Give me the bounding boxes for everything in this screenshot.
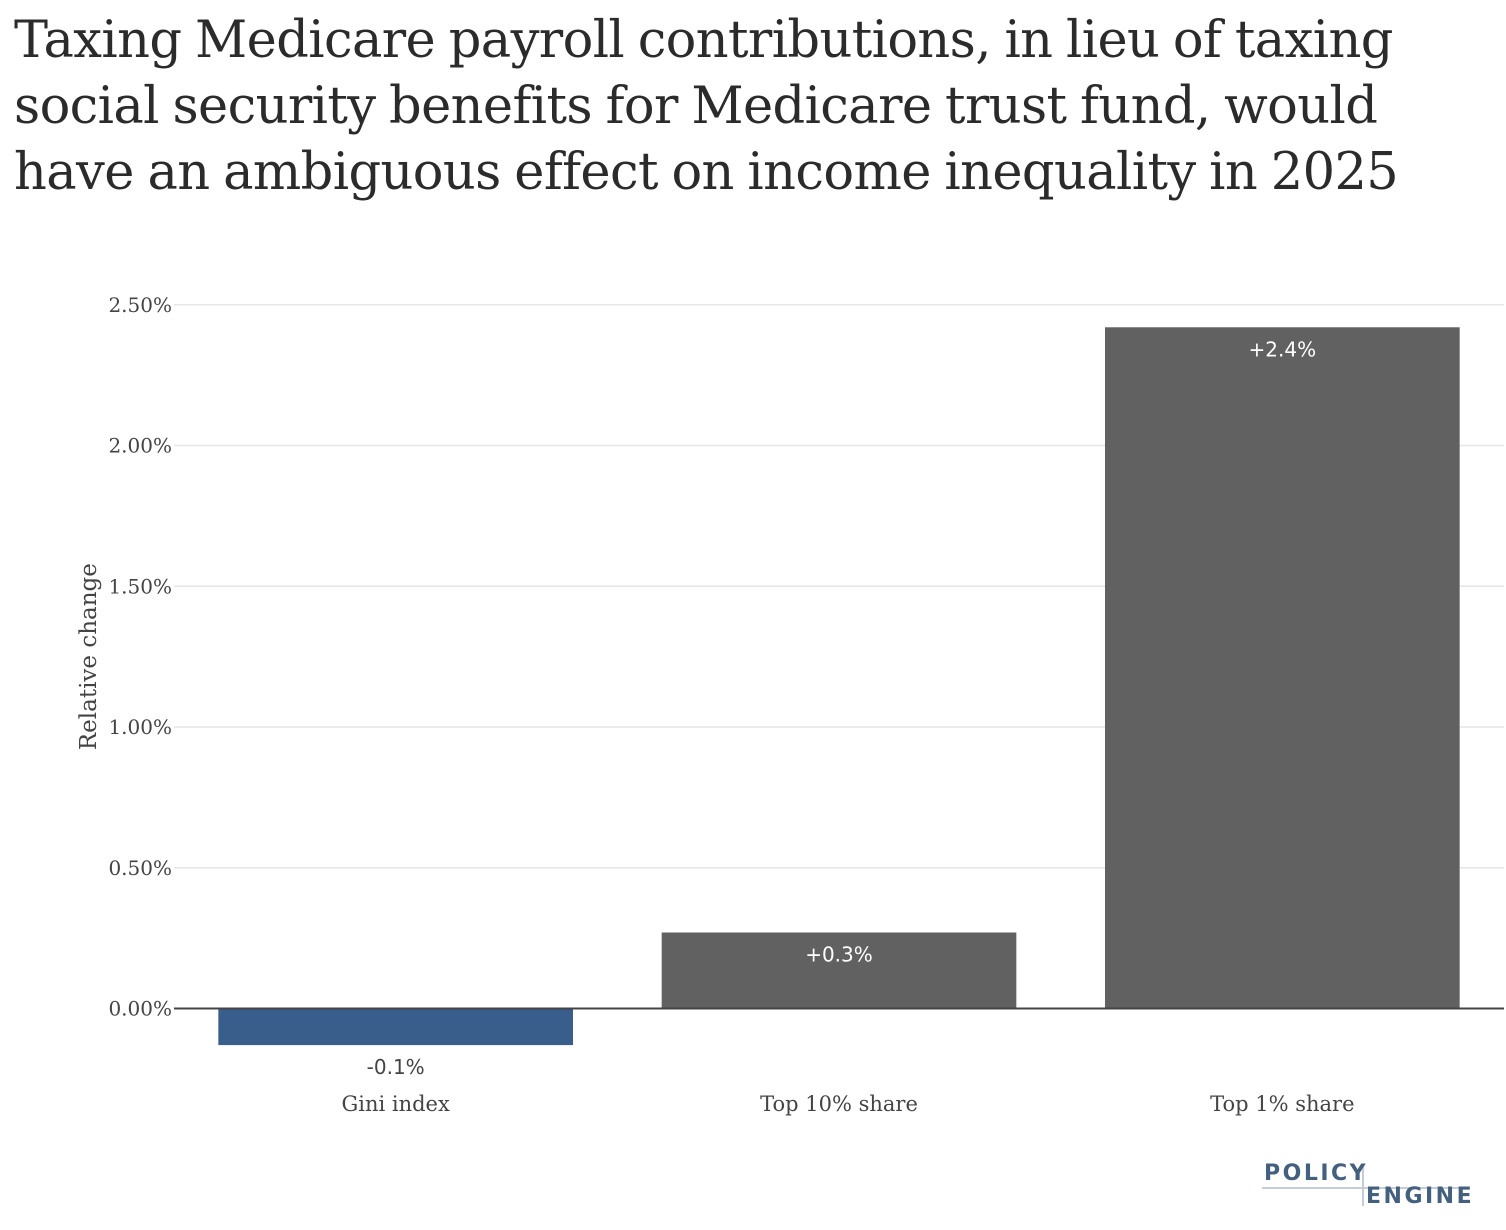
bar [661,932,1017,1009]
y-tick-label: 2.50% [108,293,172,317]
logo-text-policy: POLICY [1264,1161,1369,1186]
y-tick-label: 2.00% [108,434,172,458]
bar-value-label: -0.1% [367,1055,425,1079]
y-axis-ticks: 0.00% 0.50% 1.00% 1.50% 2.00% 2.50% [108,293,172,1021]
y-tick-label: 0.50% [108,856,172,880]
logo-text-engine: ENGINE [1366,1184,1475,1209]
bar-labels: -0.1% +0.3% +2.4% [367,337,1316,1079]
y-axis-title: Relative change [76,563,102,750]
bar-value-label: +0.3% [805,942,873,966]
bar [1105,327,1460,1009]
logo-rule-vertical [1362,1164,1364,1206]
x-category-label: Gini index [341,1092,450,1116]
chart-title: Taxing Medicare payroll contributions, i… [14,11,1399,202]
x-category-label: Top 10% share [760,1092,918,1116]
bar-value-label: +2.4% [1249,337,1317,361]
bars [218,327,1460,1046]
bar [218,1008,574,1046]
y-tick-label: 1.00% [108,715,172,739]
policyengine-logo: POLICY ENGINE [1262,1160,1472,1212]
x-axis-categories: Gini index Top 10% share Top 1% share [341,1092,1354,1116]
x-category-label: Top 1% share [1210,1092,1354,1116]
y-tick-label: 1.50% [108,574,172,598]
y-tick-label: 0.00% [108,997,172,1021]
